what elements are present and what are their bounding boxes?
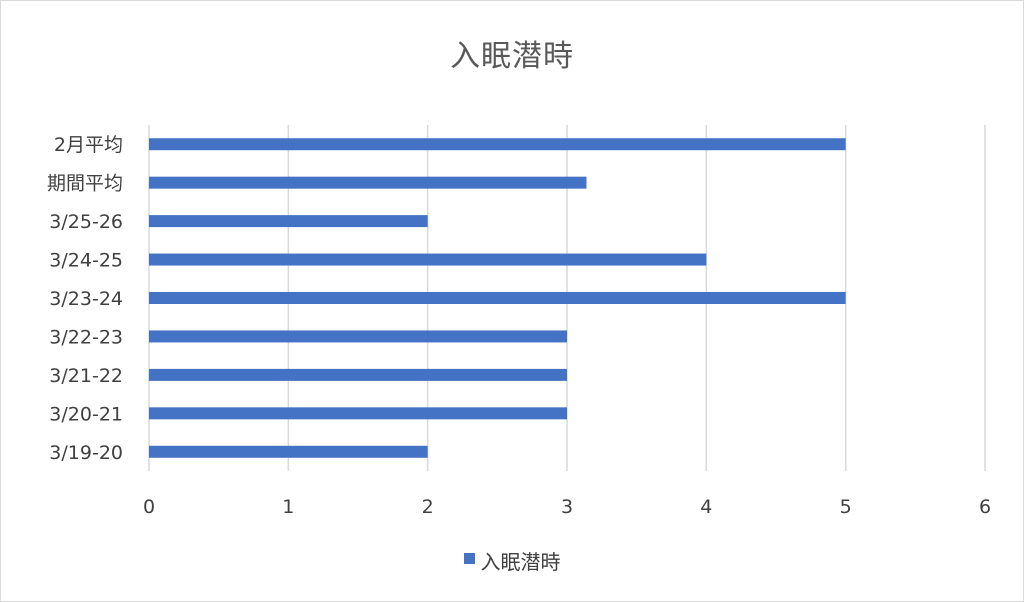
x-tick-label: 2 (422, 496, 434, 518)
bar-3/20-21 (149, 407, 567, 420)
bar-3/25-26 (149, 215, 428, 228)
chart-title: 入眠潜時 (450, 39, 574, 74)
bars (149, 138, 846, 458)
category-labels: 3/19-20 3/20-21 3/21-22 3/22-23 3/23-24 3/24-… (47, 134, 123, 464)
category-label: 3/20-21 (49, 403, 123, 425)
x-tick-label: 5 (840, 496, 852, 518)
bar-期間平均 (149, 176, 587, 189)
x-tick-label: 1 (282, 496, 294, 518)
category-label: 3/24-25 (49, 250, 123, 272)
x-tick-label: 4 (700, 496, 712, 518)
category-label: 2月平均 (54, 134, 123, 156)
x-tick-label: 6 (979, 496, 991, 518)
bar-3/21-22 (149, 368, 567, 381)
bar-3/22-23 (149, 330, 567, 343)
legend-swatch (463, 553, 475, 564)
bar-2月平均 (149, 138, 846, 151)
bar-3/19-20 (149, 445, 428, 458)
x-tick-label: 3 (561, 496, 573, 518)
legend-label: 入眠潜時 (480, 550, 561, 574)
bar-3/23-24 (149, 292, 846, 304)
category-label: 3/21-22 (49, 365, 123, 387)
category-label: 3/23-24 (49, 288, 123, 310)
x-axis-ticks: 0 1 2 3 4 5 6 (143, 496, 991, 518)
x-tick-label: 0 (143, 496, 155, 518)
category-label: 期間平均 (47, 173, 123, 195)
legend: 入眠潜時 (1, 546, 1023, 575)
category-label: 3/25-26 (49, 211, 123, 233)
bar-3/24-25 (149, 253, 707, 266)
category-label: 3/19-20 (49, 442, 123, 464)
category-label: 3/22-23 (49, 326, 123, 348)
